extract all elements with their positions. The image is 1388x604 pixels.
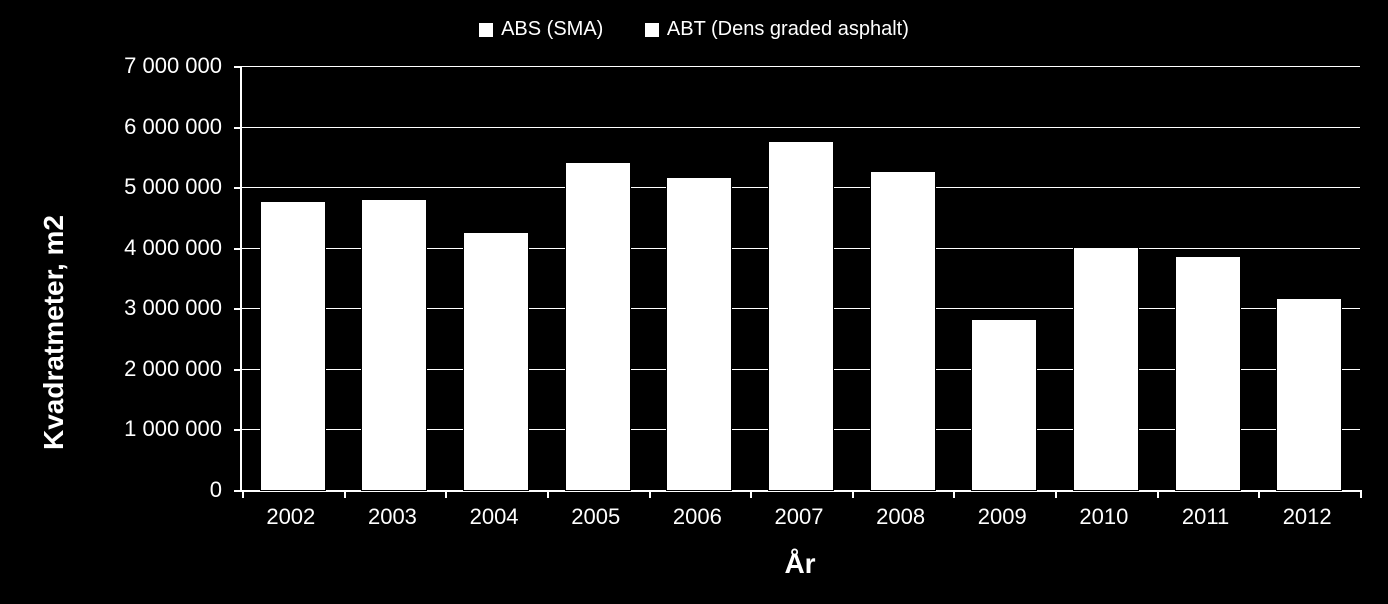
legend-item: ABT (Dens graded asphalt) xyxy=(645,18,909,41)
x-tick-label: 2005 xyxy=(571,504,620,530)
bar-group xyxy=(1176,257,1240,490)
bar-group xyxy=(362,200,426,490)
plot-area xyxy=(240,66,1360,492)
y-tick xyxy=(234,187,242,189)
chart-legend: ABS (SMA) ABT (Dens graded asphalt) xyxy=(0,18,1388,43)
x-tick xyxy=(1055,490,1057,498)
bar xyxy=(362,200,426,490)
x-tick-label: 2012 xyxy=(1283,504,1332,530)
x-tick xyxy=(242,490,244,498)
legend-label: ABS (SMA) xyxy=(501,18,603,41)
x-tick xyxy=(344,490,346,498)
y-tick xyxy=(234,308,242,310)
bar xyxy=(871,172,935,490)
x-tick-label: 2011 xyxy=(1182,504,1229,530)
bar-group xyxy=(972,320,1036,490)
bar xyxy=(667,178,731,490)
x-tick-label: 2010 xyxy=(1079,504,1128,530)
bar xyxy=(464,233,528,490)
bar xyxy=(769,142,833,490)
x-tick xyxy=(750,490,752,498)
x-tick xyxy=(649,490,651,498)
bar-chart: ABS (SMA) ABT (Dens graded asphalt) Kvad… xyxy=(0,0,1388,604)
bar xyxy=(1176,257,1240,490)
y-tick xyxy=(234,127,242,129)
bar-group xyxy=(464,233,528,490)
x-tick-label: 2003 xyxy=(368,504,417,530)
x-tick-label: 2006 xyxy=(673,504,722,530)
x-tick xyxy=(1258,490,1260,498)
legend-swatch-icon xyxy=(479,23,493,37)
legend-label: ABT (Dens graded asphalt) xyxy=(667,18,909,41)
bar-group xyxy=(1277,299,1341,490)
grid-line xyxy=(242,66,1360,67)
bar-group xyxy=(667,178,731,490)
bar xyxy=(1074,248,1138,490)
x-tick xyxy=(1360,490,1362,498)
bar xyxy=(1277,299,1341,490)
x-tick-label: 2008 xyxy=(876,504,925,530)
bar-group xyxy=(1074,248,1138,490)
y-tick xyxy=(234,369,242,371)
bar-group xyxy=(769,142,833,490)
bar-group xyxy=(566,163,630,490)
x-tick-label: 2007 xyxy=(775,504,824,530)
x-tick-label: 2002 xyxy=(266,504,315,530)
y-tick xyxy=(234,429,242,431)
bar xyxy=(972,320,1036,490)
x-tick-label: 2009 xyxy=(978,504,1027,530)
bar-group xyxy=(261,202,325,490)
y-tick xyxy=(234,248,242,250)
x-tick xyxy=(953,490,955,498)
bar-group xyxy=(871,172,935,490)
x-tick xyxy=(852,490,854,498)
x-tick-label: 2004 xyxy=(470,504,519,530)
y-tick xyxy=(234,66,242,68)
x-tick xyxy=(1157,490,1159,498)
y-tick xyxy=(234,490,242,492)
grid-line xyxy=(242,127,1360,128)
bar xyxy=(261,202,325,490)
legend-item: ABS (SMA) xyxy=(479,18,603,41)
bar xyxy=(566,163,630,490)
x-axis-title: År xyxy=(240,548,1360,580)
x-tick xyxy=(547,490,549,498)
legend-swatch-icon xyxy=(645,23,659,37)
x-tick xyxy=(445,490,447,498)
y-axis-title: Kvadratmeter, m2 xyxy=(38,215,70,450)
